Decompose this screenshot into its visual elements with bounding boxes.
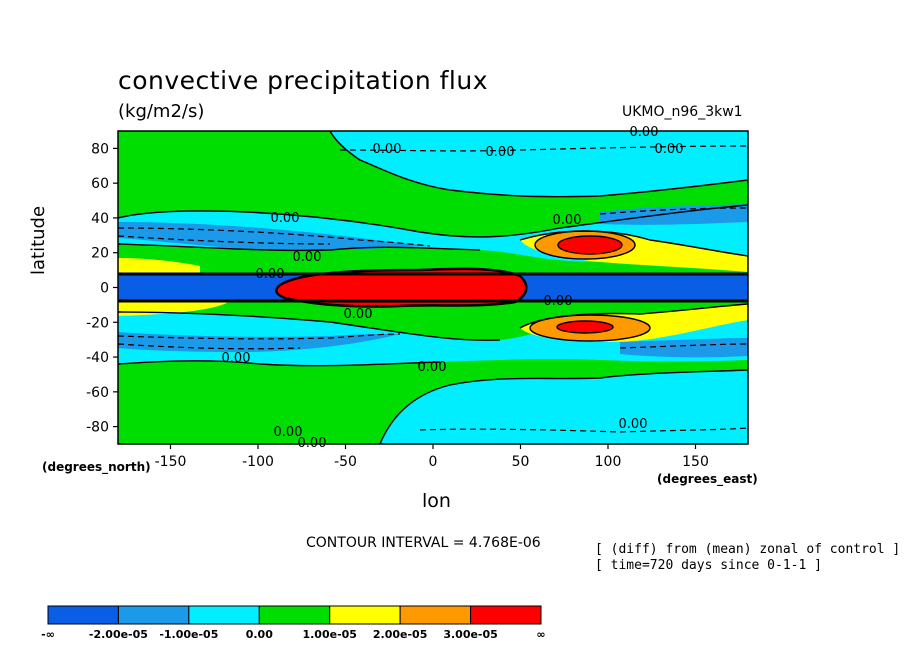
legend-tick-label: 2.00e-05 <box>373 628 427 641</box>
contour-label: 0.00 <box>271 211 300 226</box>
legend-tick-label: 1.00e-05 <box>302 628 356 641</box>
contour-label: 0.00 <box>274 425 303 440</box>
y-tick-label: -80 <box>86 420 109 436</box>
contour-lines-dashed <box>118 145 748 433</box>
y-tick-label: 0 <box>100 281 109 297</box>
field-red-south <box>557 321 613 333</box>
contour-label: 0.00 <box>418 360 447 375</box>
legend-tick-label: -∞ <box>41 628 55 641</box>
legend-swatch <box>117 605 190 625</box>
legend-swatch <box>47 605 119 625</box>
chart-units: (kg/m2/s) <box>118 101 205 122</box>
field-blue-south <box>118 332 400 352</box>
y-tick-label: -40 <box>86 350 109 366</box>
field-blue-north <box>118 222 430 251</box>
note-time: [ time=720 days since 0-1-1 ] <box>595 558 822 573</box>
field-red-equator <box>276 268 527 307</box>
field-red-north <box>558 236 622 254</box>
legend-swatch <box>188 605 260 625</box>
legend-swatch <box>258 605 331 625</box>
model-label: UKMO_n96_3kw1 <box>622 104 743 120</box>
legend-swatch <box>470 605 542 625</box>
x-axis: -150 -100 -50 0 50 100 150 <box>155 444 709 470</box>
x-tick-label: 0 <box>429 454 438 470</box>
contour-label: 0.00 <box>544 294 573 309</box>
contour-label-group: 0.000.000.000.000.000.000.000.000.00 0.00… <box>222 125 684 451</box>
field-blue-south-east <box>620 338 748 358</box>
legend-tick-label: 0.00 <box>246 628 273 641</box>
contour-label: 0.00 <box>373 142 402 157</box>
contour-label: 0.00 <box>344 307 373 322</box>
x-tick-label: -50 <box>334 454 357 470</box>
x-tick-label: 150 <box>682 454 709 470</box>
legend-tick-label: 3.00e-05 <box>443 628 497 641</box>
note-diff: [ (diff) from (mean) zonal of control ] <box>595 542 901 557</box>
contour-lines <box>118 131 748 444</box>
x-tick-label: 100 <box>595 454 622 470</box>
contour-fields <box>118 131 748 444</box>
contour-label: 0.00 <box>619 417 648 432</box>
contour-label: 0.00 <box>553 213 582 228</box>
contour-label: 0.00 <box>256 267 285 282</box>
contour-label: 0.00 <box>655 142 684 157</box>
legend-tick-label: ∞ <box>536 628 545 641</box>
contour-interval: CONTOUR INTERVAL = 4.768E-06 <box>306 535 541 551</box>
field-yellow-n-west <box>118 258 200 274</box>
contour-label: 0.00 <box>222 351 251 366</box>
chart-title: convective precipitation flux <box>118 66 489 95</box>
x-tick-label: -150 <box>155 454 187 470</box>
x-tick-label: -100 <box>242 454 274 470</box>
legend-swatch <box>329 605 401 625</box>
contour-label: 0.00 <box>630 125 659 140</box>
y-tick-label: -60 <box>86 385 109 401</box>
legend-swatch <box>399 605 472 625</box>
contour-label: 0.00 <box>486 145 515 160</box>
x-axis-label: lon <box>422 490 451 512</box>
y-tick-label: 60 <box>91 176 109 192</box>
y-unit-label: (degrees_north) <box>42 460 151 474</box>
field-cyan-antarctic <box>380 370 748 444</box>
y-tick-label: 80 <box>91 141 109 157</box>
y-axis: 80 60 40 20 0 -20 -40 -60 -80 <box>86 141 118 436</box>
y-tick-label: 20 <box>91 246 109 262</box>
x-tick-label: 50 <box>512 454 530 470</box>
y-tick-label: 40 <box>91 211 109 227</box>
contour-label: 0.00 <box>293 250 322 265</box>
contour-label: 0.00 <box>298 436 327 451</box>
x-unit-label: (degrees_east) <box>657 472 758 486</box>
legend-tick-label: -2.00e-05 <box>89 628 148 641</box>
y-tick-label: -20 <box>86 315 109 331</box>
legend-tick-label: -1.00e-05 <box>159 628 218 641</box>
